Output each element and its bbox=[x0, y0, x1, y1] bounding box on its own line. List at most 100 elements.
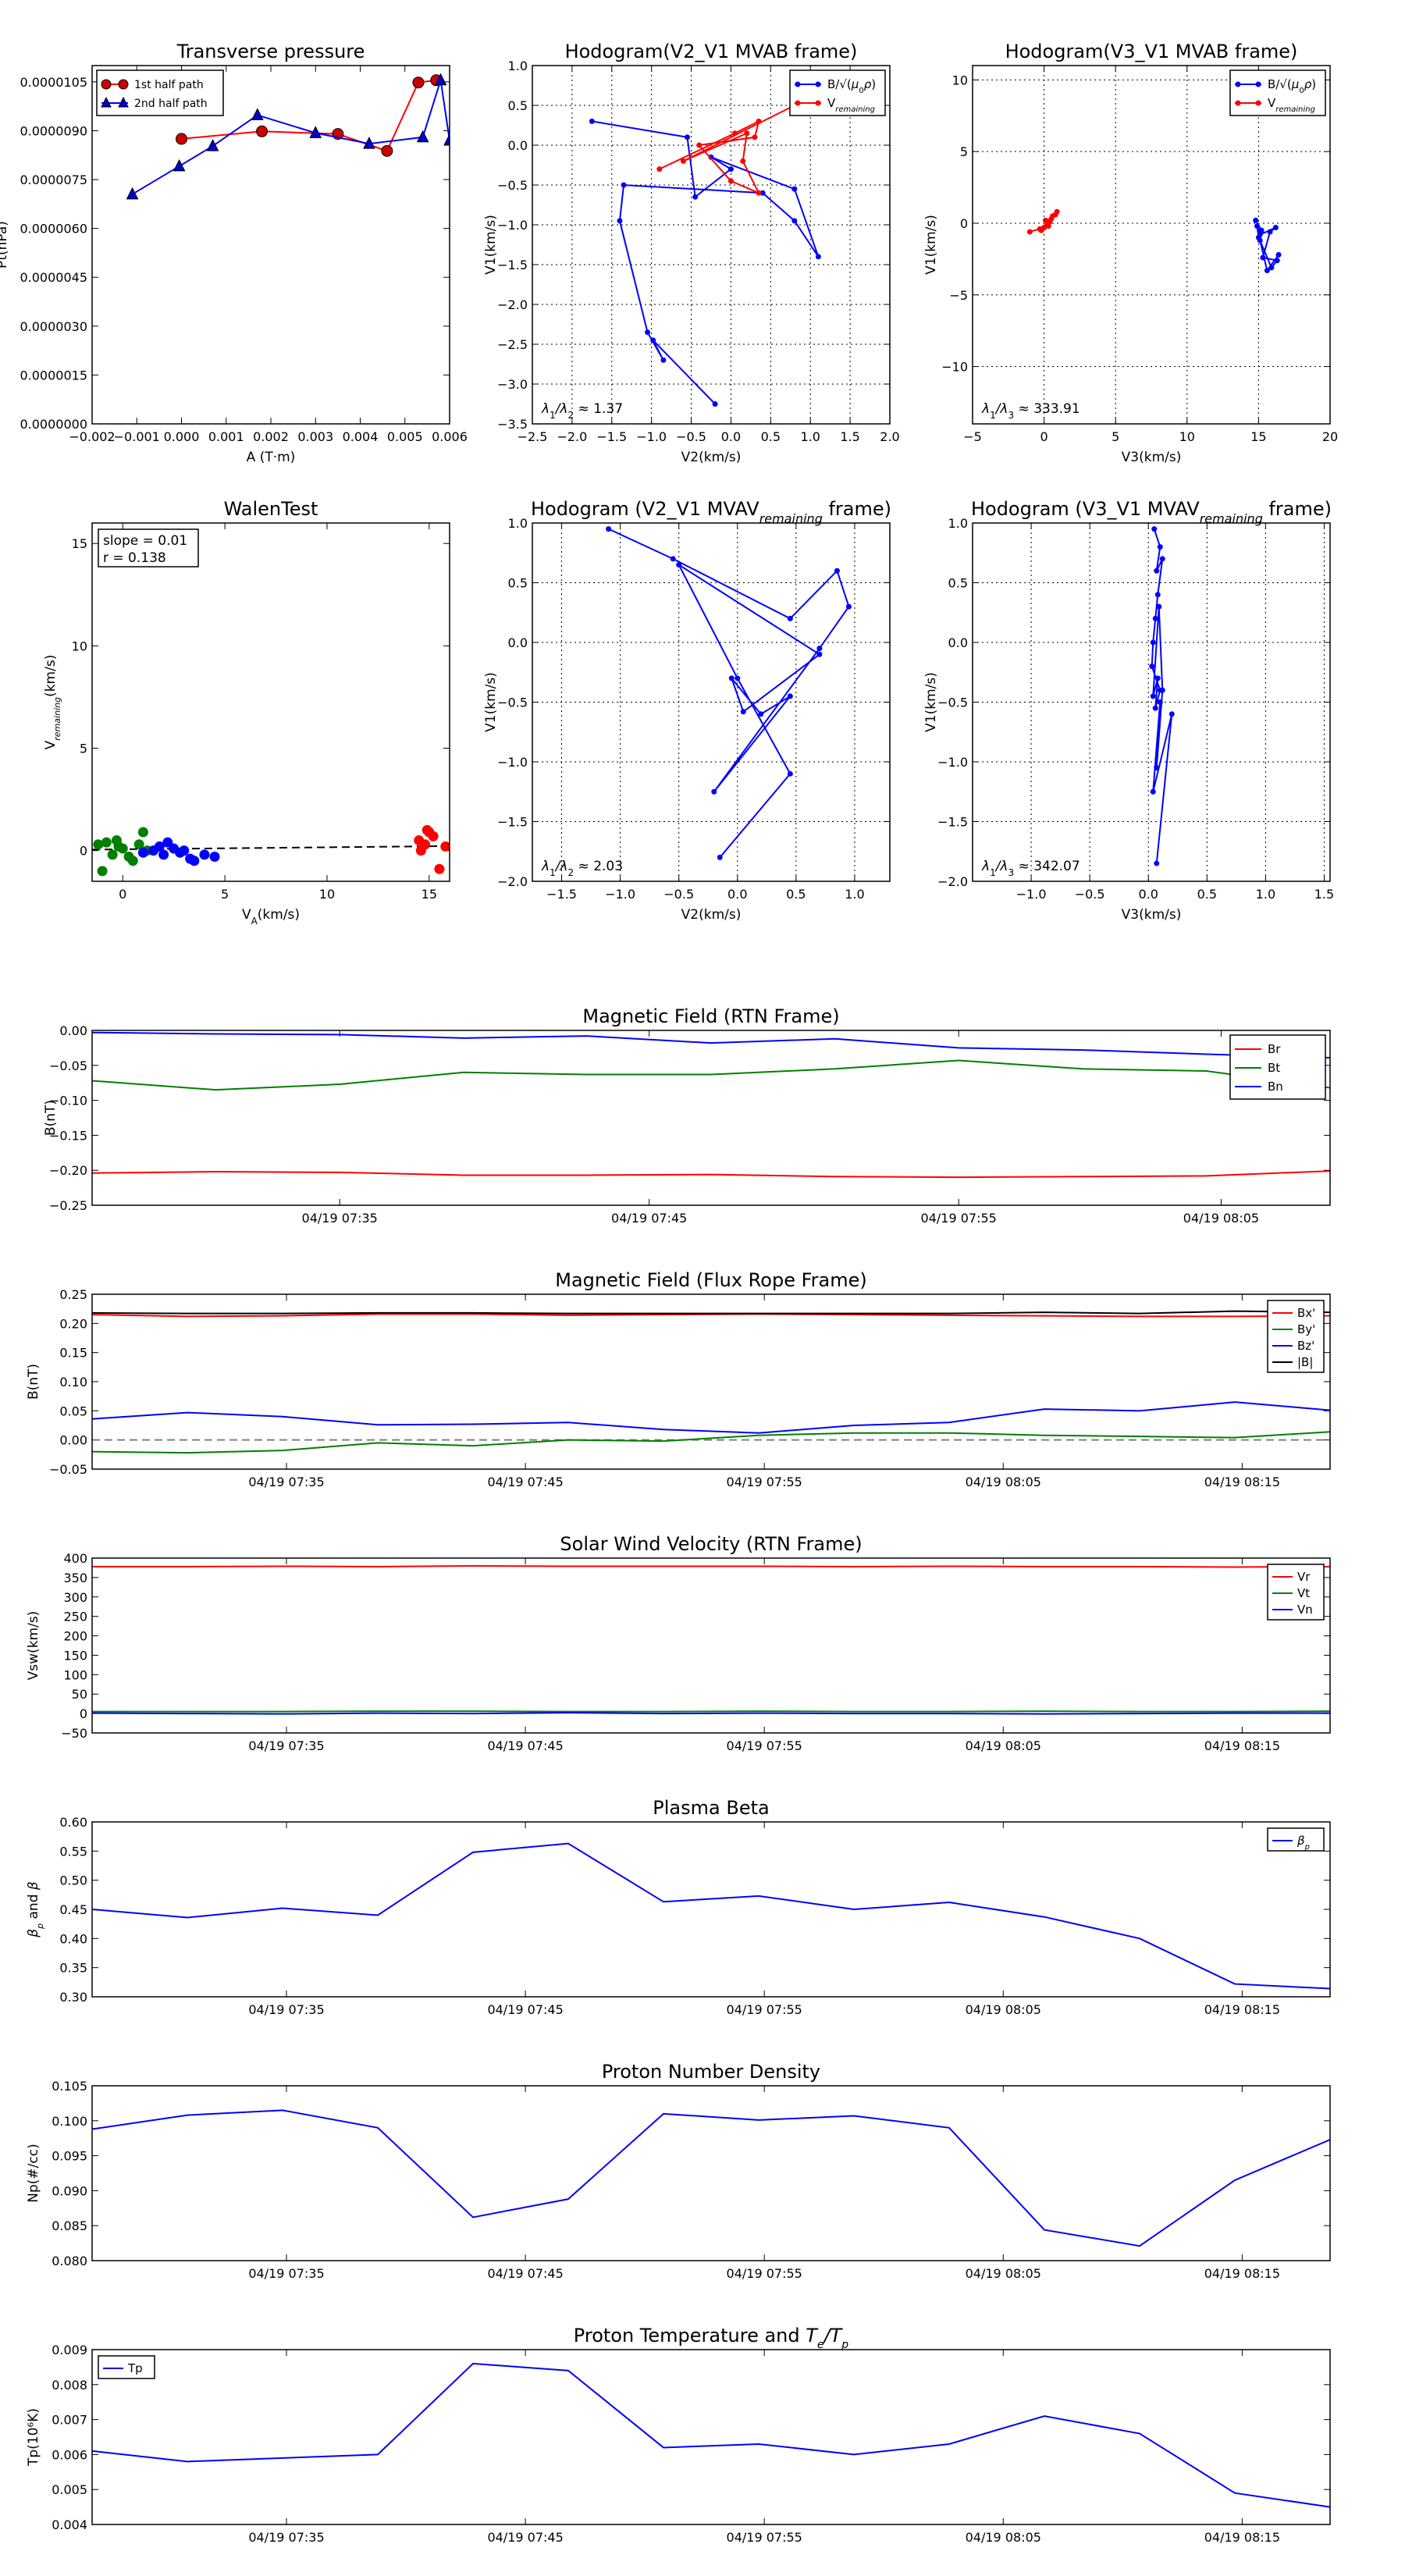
x-tick-label: 0.0 bbox=[721, 429, 741, 444]
legend-box bbox=[96, 69, 224, 116]
data-point bbox=[434, 73, 447, 86]
plasma-beta-chart: 04/19 07:35 04/19 07:45 04/19 07:55 04/19 0… bbox=[26, 1797, 1331, 2017]
x-axis-label: V2(km/s) bbox=[681, 907, 742, 923]
data-point bbox=[1254, 223, 1261, 229]
data-point bbox=[1159, 687, 1165, 693]
data-point bbox=[696, 142, 702, 148]
data-point bbox=[759, 190, 766, 196]
data-point bbox=[422, 824, 432, 835]
legend-marker bbox=[118, 79, 129, 90]
y-tick-label: 50 bbox=[72, 1687, 87, 1702]
series-line-tp bbox=[92, 2362, 1330, 2508]
x-tick-label: 04/19 08:05 bbox=[966, 1475, 1041, 1489]
axes-frame bbox=[91, 1821, 1331, 1998]
series-line--p bbox=[92, 1842, 1330, 1990]
x-tick-label: 04/19 07:35 bbox=[302, 1211, 378, 1226]
x-tick-label: 04/19 07:35 bbox=[248, 2266, 324, 2281]
x-tick-label: 04/19 07:45 bbox=[487, 2266, 563, 2281]
x-tick-label: 04/19 08:05 bbox=[1183, 1211, 1259, 1226]
x-tick-label: 04/19 08:05 bbox=[966, 2530, 1041, 2545]
y-tick-label: 0.45 bbox=[59, 1902, 87, 1917]
y-tick-label: 300 bbox=[63, 1590, 87, 1605]
data-point bbox=[692, 194, 699, 200]
y-tick-label: 0.0000045 bbox=[20, 270, 87, 285]
data-point bbox=[727, 178, 734, 184]
legend-marker bbox=[1235, 81, 1241, 87]
magnetic-field-flux-rope-plot-area bbox=[92, 1310, 1330, 1454]
data-point bbox=[617, 218, 623, 224]
x-tick-label: 04/19 07:55 bbox=[727, 2266, 802, 2281]
y-tick-label: 15 bbox=[72, 536, 87, 551]
series-line-series-0 bbox=[92, 2109, 1330, 2247]
data-point bbox=[1047, 219, 1053, 225]
y-tick-label: 0.25 bbox=[59, 1287, 87, 1302]
data-point bbox=[815, 254, 821, 260]
y-axis-label: V1(km/s) bbox=[483, 215, 499, 275]
data-point bbox=[1267, 229, 1273, 235]
data-point bbox=[684, 134, 690, 141]
data-point bbox=[123, 852, 134, 863]
data-point bbox=[1274, 258, 1280, 264]
data-point bbox=[621, 182, 627, 188]
data-point bbox=[97, 866, 108, 877]
data-point bbox=[176, 133, 187, 145]
legend-label: 2nd half path bbox=[134, 98, 208, 110]
x-axis-label: V3(km/s) bbox=[1122, 450, 1182, 465]
data-point bbox=[676, 562, 682, 568]
proton-temperature-plot-area bbox=[92, 2362, 1330, 2508]
y-tick-label: 0.5 bbox=[508, 98, 528, 113]
y-tick-label: 0.50 bbox=[59, 1873, 87, 1888]
proton-temperature-chart: 04/19 07:35 04/19 07:45 04/19 07:55 04/19 0… bbox=[26, 2325, 1331, 2545]
y-axis-label: V1(km/s) bbox=[923, 215, 939, 275]
legend-marker bbox=[101, 79, 112, 90]
y-tick-label: −0.5 bbox=[497, 178, 528, 193]
legend-box bbox=[789, 69, 886, 116]
data-point bbox=[113, 841, 124, 852]
axes-frame bbox=[532, 65, 891, 425]
x-tick-label: 0.5 bbox=[1197, 887, 1217, 902]
data-point bbox=[154, 841, 165, 852]
y-tick-label: 0.60 bbox=[59, 1815, 87, 1830]
y-tick-label: −3.0 bbox=[497, 377, 528, 392]
y-tick-label: 0.0000105 bbox=[20, 75, 87, 90]
y-tick-label: 0.007 bbox=[52, 2413, 87, 2428]
data-point bbox=[606, 526, 612, 532]
y-tick-label: 0.100 bbox=[52, 2114, 87, 2129]
data-point bbox=[1168, 711, 1175, 717]
y-tick-label: 0.35 bbox=[59, 1961, 87, 1976]
x-tick-label: −1.0 bbox=[636, 429, 667, 444]
data-point bbox=[251, 108, 264, 120]
data-point bbox=[126, 187, 139, 200]
data-point bbox=[656, 166, 663, 173]
data-point bbox=[309, 126, 322, 138]
y-tick-label: 0.0000030 bbox=[20, 319, 87, 334]
y-tick-label: −2.0 bbox=[937, 874, 968, 889]
x-tick-label: 0.004 bbox=[343, 429, 379, 444]
data-point bbox=[1150, 788, 1156, 795]
y-tick-label: 0.0 bbox=[948, 635, 968, 650]
y-tick-label: −5 bbox=[949, 288, 968, 303]
x-tick-label: 04/19 07:55 bbox=[727, 2530, 802, 2545]
data-point bbox=[740, 709, 746, 715]
y-tick-label: 0.090 bbox=[52, 2183, 87, 2198]
x-tick-label: 04/19 08:05 bbox=[966, 1738, 1041, 1753]
axes-frame bbox=[532, 522, 891, 882]
y-tick-label: 0.0000015 bbox=[20, 368, 87, 382]
data-point bbox=[1156, 603, 1162, 610]
series-line--b- bbox=[92, 1310, 1330, 1315]
y-tick-label: 200 bbox=[63, 1629, 87, 1644]
data-point bbox=[416, 130, 429, 143]
data-point bbox=[1152, 705, 1158, 711]
data-point bbox=[816, 651, 823, 657]
y-tick-label: −0.05 bbox=[49, 1462, 87, 1477]
y-axis-label: Np(#/cc) bbox=[26, 2144, 41, 2202]
legend-box bbox=[98, 2355, 155, 2379]
x-tick-label: −1.0 bbox=[605, 887, 635, 902]
axes-frame bbox=[91, 522, 450, 882]
data-point bbox=[645, 329, 651, 336]
legend-box bbox=[1267, 1827, 1325, 1852]
y-tick-label: −0.05 bbox=[49, 1059, 87, 1073]
x-tick-label: 1.5 bbox=[840, 429, 859, 444]
series-line-vremaining bbox=[659, 105, 795, 195]
data-point bbox=[189, 856, 200, 866]
